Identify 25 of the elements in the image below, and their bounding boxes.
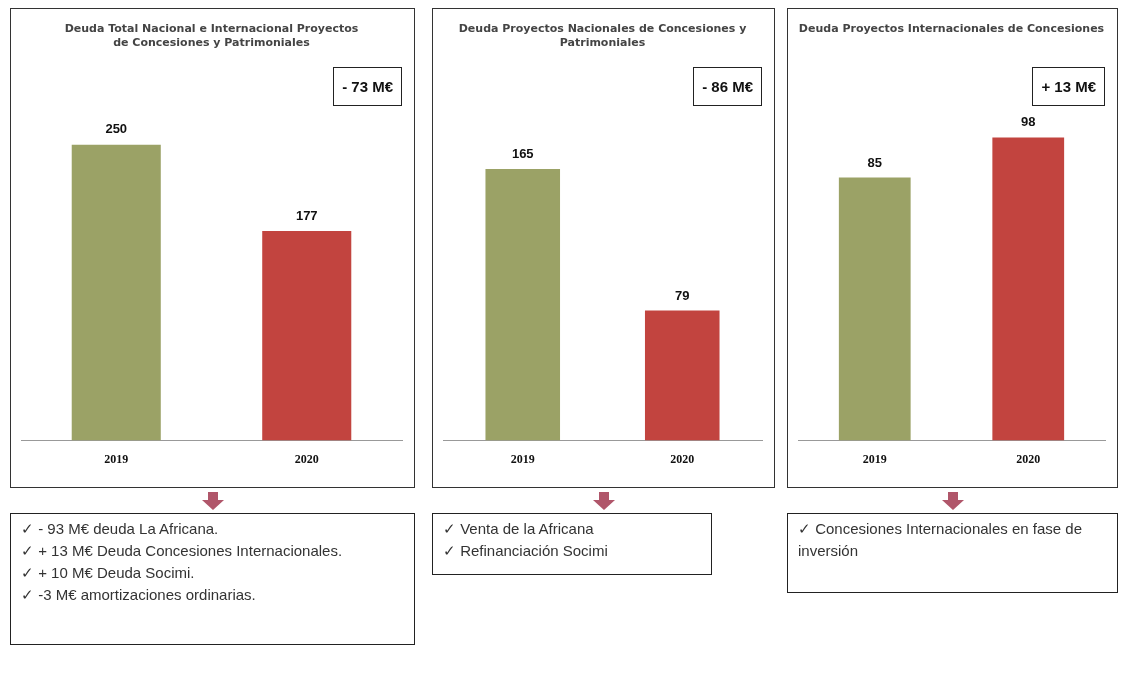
x-tick-label: 2019	[104, 451, 129, 466]
text: + 13 M€	[1032, 67, 1105, 106]
x-tick-label: 2019	[862, 451, 887, 466]
data-label: 79	[675, 287, 690, 303]
data-label: 165	[511, 146, 534, 162]
text: ✓ -3 M€ amortizaciones ordinarias.	[21, 585, 257, 605]
data-label: 98	[1021, 114, 1036, 130]
data-label: 177	[295, 207, 318, 223]
text: ✓ Venta de la Africana	[443, 519, 595, 539]
x-tick-label: 2020	[670, 451, 695, 466]
text: - 86 M€	[693, 67, 762, 106]
data-label: 250	[105, 121, 128, 137]
x-tick-label: 2019	[510, 451, 535, 466]
chart-title: Deuda Proyectos Nacionales de Concesiones y Patrimoniales	[458, 22, 747, 49]
text: ✓ Concesiones Internacionales en fase de inversión	[798, 519, 1083, 561]
chart-title: Deuda Total Nacional e Internacional Proyectos de Concesiones y Patrimoniales	[64, 22, 359, 49]
text: ✓ - 93 M€ deuda La Africana.	[21, 519, 220, 539]
x-tick-label: 2020	[1016, 451, 1041, 466]
text: - 73 M€	[333, 67, 402, 106]
text: ✓ + 10 M€ Deuda Socimi.	[21, 563, 196, 583]
text: ✓ + 13 M€ Deuda Concesiones Internacionales.	[21, 541, 344, 561]
chart-title: Deuda Proyectos Internacionales de Concesiones	[798, 22, 1105, 36]
text: ✓ Refinanciación Socimi	[443, 541, 609, 561]
data-label: 85	[867, 154, 882, 170]
x-tick-label: 2020	[294, 451, 319, 466]
